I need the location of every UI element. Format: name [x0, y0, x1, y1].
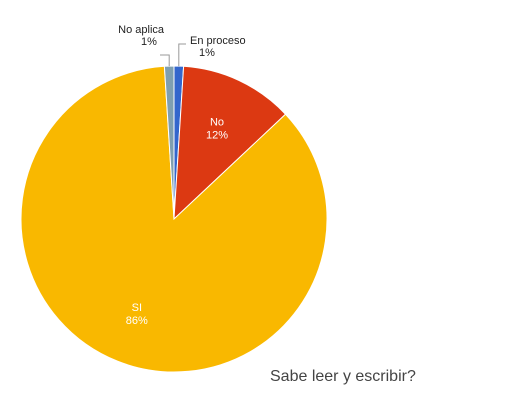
slice-value-en-proceso: 1%: [199, 47, 215, 59]
slice-label-no: No: [210, 117, 224, 129]
slice-value-si: 86%: [126, 315, 148, 327]
slice-label-en-proceso: En proceso: [190, 35, 246, 47]
pie-slice-si[interactable]: [20, 65, 328, 373]
pie-slices: [20, 65, 328, 373]
pie-slice-no[interactable]: [173, 65, 287, 221]
leader-line-en-proceso: [178, 43, 186, 67]
slice-label-no-aplica: No aplica: [118, 24, 165, 36]
slice-label-si: SI: [132, 302, 142, 314]
chart-title: Sabe leer y escribir?: [270, 368, 416, 385]
slice-value-no-aplica: 1%: [141, 36, 157, 48]
slice-value-no: 12%: [206, 130, 228, 142]
leader-line-no-aplica: [160, 54, 170, 67]
